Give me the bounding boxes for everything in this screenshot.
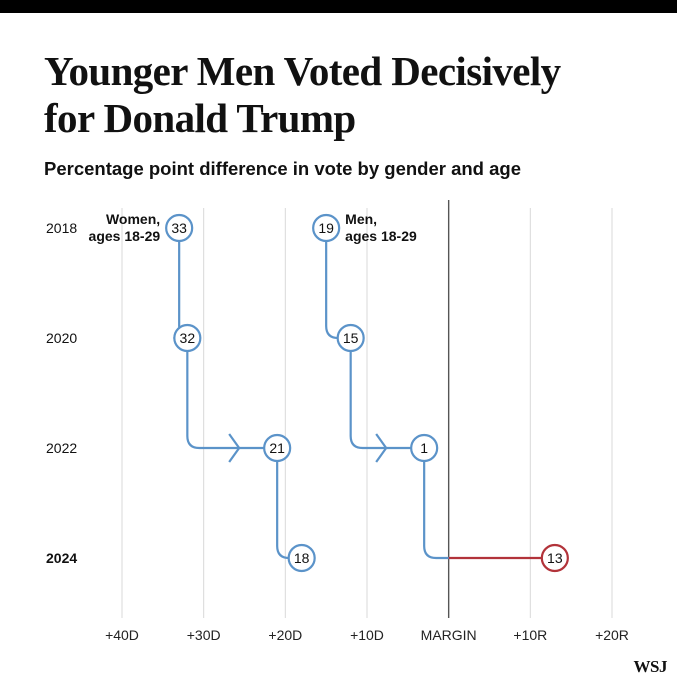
top-bar [0,0,677,13]
x-tick-label: +30D [187,627,221,643]
x-tick-label: +20D [268,627,302,643]
value-label: 15 [343,330,359,346]
year-label: 2024 [46,550,77,566]
value-circle [540,543,569,573]
value-label: 1 [420,440,428,456]
series-label: ages 18-29 [345,228,417,244]
value-circle [287,543,316,573]
value-circle [336,323,365,353]
wsj-logo: WSJ [633,657,668,676]
x-tick-label: MARGIN [421,627,477,643]
series-label: Women, [106,211,160,227]
series-connector [186,349,266,450]
series-connector [349,349,413,450]
value-label: 18 [294,550,310,566]
series-lines [173,239,542,560]
chart-subtitle: Percentage point difference in vote by g… [44,158,521,179]
chart-title-line1: Younger Men Voted Decisively [44,48,561,94]
value-circle [410,433,439,463]
year-label: 2018 [46,220,77,236]
series-label: Men, [345,211,377,227]
series-arrows [228,433,388,463]
chart-title: Younger Men Voted Decisively for Donald … [44,48,644,142]
value-label: 32 [180,330,196,346]
series-nodes: 33 32 21 18 19 15 1 13 [165,213,569,573]
series-connector [276,459,290,560]
value-label: 21 [269,440,285,456]
direction-arrow [228,433,241,463]
year-label: 2022 [46,440,77,456]
value-label: 13 [547,550,563,566]
x-tick-label: +10R [513,627,547,643]
value-label: 33 [171,220,187,236]
value-circle [312,213,341,243]
x-tick-label: +20R [595,627,629,643]
value-label: 19 [318,220,334,236]
x-tick-label: +10D [350,627,384,643]
series-label: ages 18-29 [89,228,161,244]
value-circle [173,323,202,353]
direction-arrow [375,433,388,463]
value-circle [263,433,292,463]
year-label: 2020 [46,330,77,346]
value-circle [165,213,194,243]
series-connector [173,239,192,340]
series-connector [423,459,450,560]
chart-title-line2: for Donald Trump [44,95,356,141]
x-tick-label: +40D [105,627,139,643]
series-connector [325,239,339,340]
